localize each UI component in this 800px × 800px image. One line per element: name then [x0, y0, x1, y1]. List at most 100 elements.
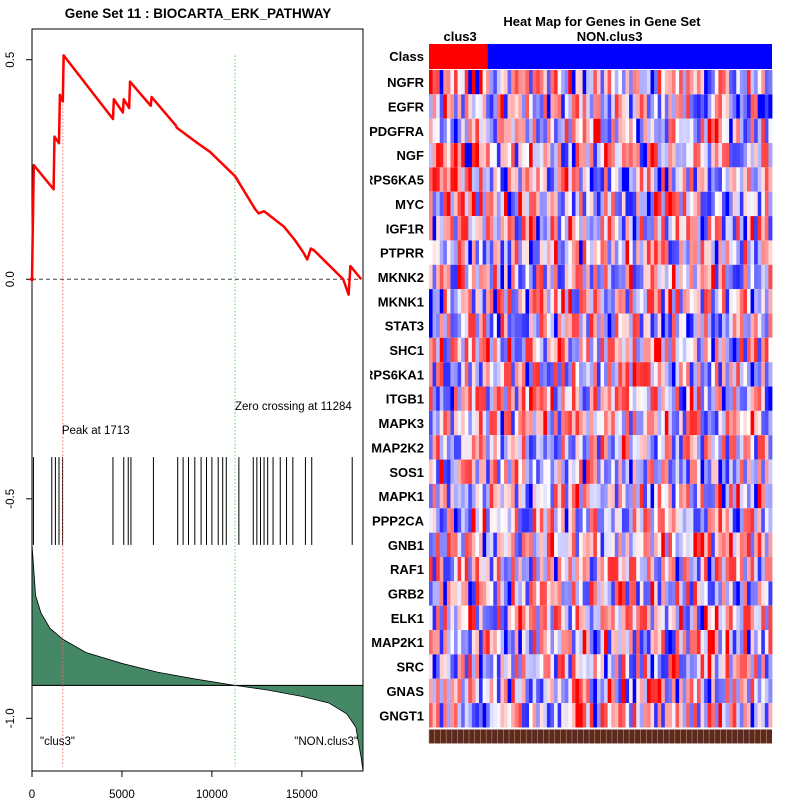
- heatmap-cell: [607, 118, 612, 144]
- heatmap-cell: [550, 118, 555, 144]
- heatmap-cell: [564, 337, 569, 363]
- heatmap-cell: [625, 508, 630, 533]
- heatmap-cell: [707, 240, 712, 265]
- heatmap-cell: [707, 435, 712, 460]
- heatmap-cell: [582, 216, 587, 241]
- heatmap-cell: [500, 264, 505, 290]
- gene-label-src: SRC: [397, 660, 425, 675]
- heatmap-cell: [518, 483, 523, 509]
- heatmap-cell: [618, 289, 623, 314]
- heatmap-cell: [675, 264, 680, 290]
- heatmap-cell: [757, 216, 762, 241]
- heatmap-cell: [604, 508, 609, 533]
- heatmap-cell: [596, 410, 601, 436]
- heatmap-cell: [693, 362, 698, 387]
- heatmap-cell: [489, 386, 494, 411]
- heatmap-cell: [629, 337, 634, 363]
- heatmap-cell: [621, 508, 626, 533]
- heatmap-cell: [725, 459, 730, 484]
- heatmap-cell: [500, 289, 505, 314]
- heatmap-row-myc: [429, 191, 773, 217]
- heatmap-cell: [575, 581, 580, 606]
- heatmap-cell: [532, 240, 537, 265]
- heatmap-cell: [439, 483, 444, 509]
- heatmap-cell: [575, 459, 580, 484]
- heatmap-cell: [764, 264, 769, 290]
- heatmap-cell: [679, 143, 684, 168]
- heatmap-cell: [514, 410, 519, 436]
- heatmap-cell: [500, 167, 505, 192]
- heatmap-cell: [454, 532, 458, 557]
- heatmap-cell: [650, 386, 655, 411]
- heatmap-cell: [604, 459, 609, 484]
- heatmap-cell: [661, 264, 666, 290]
- heatmap-cell: [629, 289, 634, 314]
- heatmap-cell: [496, 532, 501, 557]
- heatmap-cell: [625, 605, 630, 631]
- heatmap-cell: [529, 313, 534, 338]
- heatmap-cell: [721, 70, 726, 95]
- heatmap-cell: [464, 118, 469, 144]
- heatmap-cell: [571, 532, 576, 557]
- heatmap-cell: [668, 410, 673, 436]
- heatmap-cell: [475, 581, 480, 606]
- heatmap-cell: [768, 410, 773, 436]
- heatmap-cell: [479, 581, 483, 606]
- heatmap-cell: [429, 386, 433, 411]
- heatmap-cell: [557, 313, 562, 338]
- heatmap-cell: [639, 313, 644, 338]
- heatmap-cell: [561, 216, 566, 241]
- heatmap-cell: [693, 70, 698, 95]
- heatmap-cell: [557, 630, 562, 655]
- heatmap-cell: [500, 94, 505, 119]
- heatmap-cell: [764, 678, 769, 704]
- gene-label-rps6ka5: RPS6KA5: [370, 173, 424, 188]
- heatmap-cell: [479, 630, 483, 655]
- heatmap-cell: [475, 678, 480, 704]
- heatmap-cell: [718, 410, 723, 436]
- heatmap-cell: [468, 337, 473, 363]
- heatmap-cell: [725, 557, 730, 582]
- heatmap-cell: [654, 240, 659, 265]
- heatmap-cell: [429, 362, 433, 387]
- heatmap-cell: [679, 94, 684, 119]
- heatmap-cell: [757, 94, 762, 119]
- heatmap-cell: [743, 313, 748, 338]
- heatmap-cell: [671, 386, 676, 411]
- heatmap-cell: [761, 483, 766, 509]
- heatmap-cell: [557, 240, 562, 265]
- heatmap-cell: [493, 289, 498, 314]
- heatmap-cell: [525, 459, 530, 484]
- heatmap-cell: [557, 459, 562, 484]
- heatmap-cell: [736, 557, 741, 582]
- heatmap-cell: [446, 435, 451, 460]
- heatmap-cell: [657, 703, 662, 728]
- x-tick-label: 15000: [286, 789, 318, 800]
- heatmap-cell: [543, 410, 548, 436]
- heatmap-cell: [450, 630, 455, 655]
- heatmap-cell: [636, 191, 641, 217]
- heatmap-cell: [754, 386, 759, 411]
- heatmap-cell: [479, 143, 483, 168]
- heatmap-cell: [604, 143, 609, 168]
- heatmap-cell: [507, 313, 512, 338]
- heatmap-cell: [611, 94, 616, 119]
- heatmap-cell: [464, 94, 469, 119]
- heatmap-cell: [700, 362, 705, 387]
- heatmap-cell: [450, 313, 455, 338]
- heatmap-cell: [657, 483, 662, 509]
- heatmap-cell: [707, 94, 712, 119]
- heatmap-cell: [639, 240, 644, 265]
- heatmap-cell: [589, 581, 594, 606]
- heatmap-cell: [468, 703, 473, 728]
- heatmap-cell: [561, 581, 566, 606]
- heatmap-cell: [686, 143, 691, 168]
- heatmap-cell: [486, 240, 491, 265]
- heatmap-cell: [557, 94, 562, 119]
- heatmap-cell: [600, 118, 605, 144]
- heatmap-cell: [461, 362, 466, 387]
- heatmap-cell: [579, 240, 584, 265]
- heatmap-cell: [479, 410, 483, 436]
- heatmap-cell: [493, 94, 498, 119]
- heatmap-cell: [571, 654, 576, 679]
